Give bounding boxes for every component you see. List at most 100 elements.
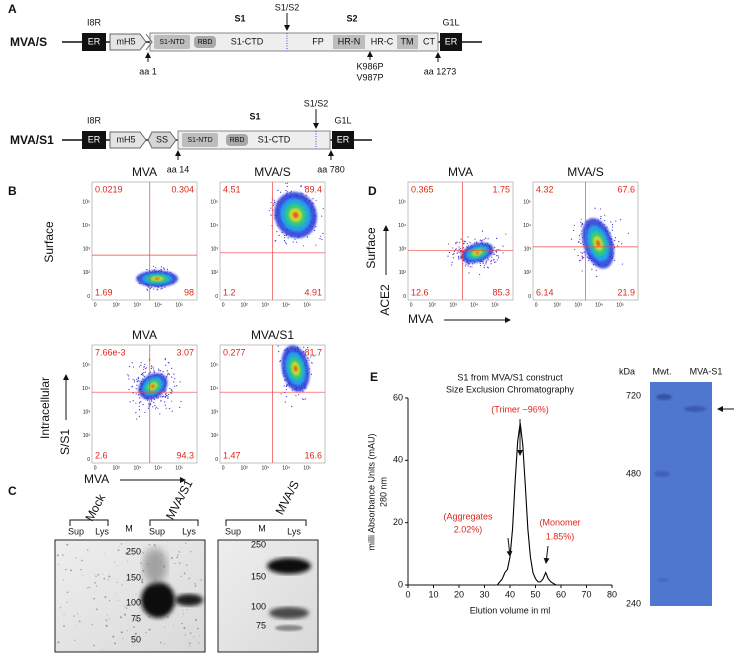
- event-dot: [494, 246, 496, 249]
- event-dot: [131, 362, 133, 364]
- event-dot: [458, 248, 460, 250]
- event-dot: [140, 374, 143, 376]
- speckle: [81, 559, 83, 562]
- lane-label: Sup: [225, 526, 241, 536]
- blots: Mock MVA/S1 MVA/S Sup Lys M Sup Lys Sup …: [54, 477, 319, 653]
- event-dot: [582, 257, 584, 259]
- axis-tick-label: 10⁴: [595, 302, 603, 308]
- density-layer: [293, 365, 298, 372]
- event-dot: [611, 223, 614, 226]
- event-dot: [483, 266, 485, 269]
- event-dot: [285, 182, 287, 185]
- speckle: [107, 579, 109, 581]
- lane-label: Lys: [287, 526, 301, 536]
- axis-tick-label: 0: [222, 302, 225, 308]
- event-dot: [600, 215, 602, 218]
- speckle: [188, 645, 190, 647]
- event-dot: [614, 239, 616, 242]
- event-dot: [307, 347, 309, 349]
- event-dot: [495, 251, 498, 253]
- event-dot: [610, 221, 612, 223]
- event-dot: [165, 392, 167, 395]
- speckle: [145, 631, 147, 634]
- axis-tick-label: 10²: [524, 270, 532, 276]
- er-box: [82, 131, 106, 149]
- box-label: mH5: [116, 134, 135, 144]
- event-dot: [153, 269, 155, 271]
- panel-label: E: [370, 370, 378, 384]
- axis-tick-label: 10⁴: [210, 223, 218, 229]
- event-dot: [451, 261, 453, 263]
- event-dot: [300, 185, 303, 187]
- event-dot: [131, 385, 134, 387]
- event-dot: [163, 267, 165, 269]
- event-dot: [487, 259, 489, 261]
- event-dot: [581, 270, 583, 272]
- event-dot: [137, 380, 139, 382]
- speckle: [86, 587, 88, 589]
- speckle: [190, 551, 192, 553]
- speckle: [87, 549, 89, 551]
- speckle: [117, 599, 119, 601]
- event-dot: [164, 404, 166, 406]
- speckle: [58, 564, 60, 566]
- box-label: ER: [445, 36, 458, 46]
- event-dot: [304, 186, 307, 188]
- plot-frame: [407, 181, 514, 301]
- axis-tick-label: 10³: [399, 247, 407, 253]
- annotation: (Monomer: [539, 517, 580, 527]
- event-dot: [483, 264, 485, 267]
- panel-label: B: [8, 184, 17, 198]
- axis-tick-label: 10²: [113, 302, 121, 308]
- event-dot: [279, 191, 282, 193]
- event-dot: [274, 201, 276, 204]
- speckle: [137, 598, 140, 601]
- speckle: [176, 556, 179, 559]
- bracket: [69, 519, 109, 526]
- event-dot: [128, 365, 131, 368]
- event-dot: [496, 254, 498, 257]
- event-dot: [305, 398, 307, 400]
- y-axis-label: milli Absorbance Units (mAU): [366, 433, 376, 550]
- speckle: [197, 627, 199, 630]
- event-dot: [581, 255, 584, 257]
- axis-tick-label: 10⁵: [491, 302, 499, 308]
- speckle: [133, 626, 135, 628]
- event-dot: [151, 365, 153, 367]
- box-label: S1-NTD: [159, 39, 184, 46]
- event-dot: [149, 404, 152, 406]
- event-dot: [169, 387, 171, 390]
- speckle: [200, 579, 202, 581]
- event-dot: [132, 400, 134, 402]
- plot-title: MVA/S: [567, 165, 603, 179]
- quadrant-value: 12.6: [411, 287, 429, 297]
- event-dot: [171, 400, 173, 402]
- speckle: [148, 616, 150, 618]
- event-dot: [618, 240, 620, 243]
- axis-tick-label: 0: [535, 302, 538, 308]
- event-dot: [447, 243, 450, 245]
- gel-marker: 480: [626, 468, 641, 478]
- event-dot: [278, 234, 280, 236]
- event-dot: [166, 268, 169, 270]
- event-dot: [587, 259, 590, 261]
- event-dot: [303, 346, 305, 348]
- event-dot: [456, 252, 458, 255]
- box-label: FP: [312, 36, 324, 46]
- lane-label: Sup: [149, 526, 165, 536]
- marker-label: aa 1273: [424, 66, 457, 76]
- event-dot: [159, 370, 162, 372]
- axis-tick-label: 0: [528, 294, 531, 300]
- event-dot: [136, 381, 138, 383]
- event-dot: [580, 233, 582, 235]
- quadrant-value: 2.6: [95, 450, 108, 460]
- event-dot: [280, 393, 282, 395]
- event-dot: [149, 287, 152, 290]
- event-dot: [143, 372, 145, 374]
- event-dot: [578, 234, 581, 237]
- event-dot: [287, 237, 289, 239]
- event-dot: [135, 402, 137, 404]
- event-dot: [497, 255, 499, 257]
- quadrant-value: 6.14: [536, 287, 554, 297]
- speckle: [178, 562, 181, 564]
